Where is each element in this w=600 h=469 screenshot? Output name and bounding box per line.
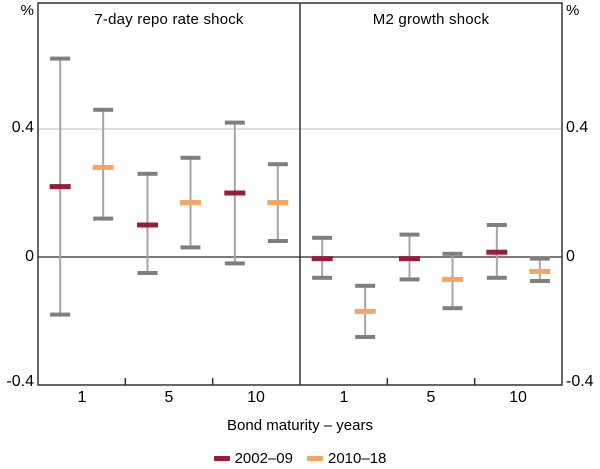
whisker-cap-hi xyxy=(442,251,463,256)
whisker-cap-hi xyxy=(224,120,245,125)
whisker-cap-lo xyxy=(93,216,114,221)
x-tick-left-5: 5 xyxy=(164,389,174,406)
whisker-cap-lo xyxy=(224,261,245,266)
y-axis-unit-right: % xyxy=(566,2,580,19)
point-estimate-marker xyxy=(92,164,114,170)
x-tick-right-10: 10 xyxy=(509,389,527,406)
whisker-cap-hi xyxy=(267,162,288,167)
point-estimate-marker xyxy=(137,222,158,228)
legend-label-2010-18: 2010–18 xyxy=(328,450,387,467)
whisker-cap-hi xyxy=(50,56,71,61)
whisker-cap-lo xyxy=(486,275,507,280)
point-estimate-marker xyxy=(267,200,289,206)
point-estimate-marker xyxy=(354,308,376,314)
legend: 2002–09 2010–18 xyxy=(0,450,600,467)
point-estimate-marker xyxy=(486,249,508,255)
point-estimate-marker xyxy=(311,256,333,262)
whisker-cap-lo xyxy=(267,239,288,243)
whisker-cap-hi xyxy=(486,223,507,227)
whisker-cap-lo xyxy=(355,335,376,339)
whisker-cap-hi xyxy=(399,232,420,237)
point-estimate-marker xyxy=(180,200,201,206)
y-axis-unit-left: % xyxy=(20,2,34,19)
legend-item-2002-09: 2002–09 xyxy=(213,450,293,467)
panel-title-m2-shock: M2 growth shock xyxy=(372,11,490,28)
y-tick-left-neg0.4: -0.4 xyxy=(6,373,34,390)
point-estimate-marker xyxy=(529,268,551,274)
whisker-cap-lo xyxy=(180,245,201,250)
whisker-cap-lo xyxy=(442,306,463,311)
x-tick-left-10: 10 xyxy=(247,389,265,406)
whisker-cap-lo xyxy=(529,279,550,283)
panel-title-repo-shock: 7-day repo rate shock xyxy=(94,11,244,28)
x-axis-title: Bond maturity – years xyxy=(227,417,373,434)
x-tick-right-5: 5 xyxy=(426,389,436,406)
legend-label-2002-09: 2002–09 xyxy=(234,450,293,467)
point-estimate-marker xyxy=(224,190,246,196)
whisker-cap-lo xyxy=(399,277,420,282)
y-tick-right-0: 0 xyxy=(566,248,575,265)
whisker-cap-hi xyxy=(529,256,550,261)
whisker-cap-lo xyxy=(137,271,158,275)
point-estimate-marker xyxy=(442,276,463,282)
x-tick-right-1: 1 xyxy=(339,389,349,406)
point-estimate-marker xyxy=(49,184,71,190)
legend-swatch-2002-09 xyxy=(213,456,230,461)
whisker-cap-hi xyxy=(180,155,201,160)
y-tick-right-neg0.4: -0.4 xyxy=(566,373,594,390)
y-tick-right-0.4: 0.4 xyxy=(566,119,589,136)
whisker-cap-hi xyxy=(355,283,376,288)
whisker-cap-hi xyxy=(137,171,158,176)
whisker-cap-lo xyxy=(50,312,71,317)
whisker-cap-hi xyxy=(312,235,333,240)
legend-swatch-2010-18 xyxy=(307,456,323,461)
y-tick-left-0: 0 xyxy=(25,248,34,265)
whisker-cap-hi xyxy=(93,107,114,112)
legend-item-2010-18: 2010–18 xyxy=(307,450,386,467)
y-tick-left-0.4: 0.4 xyxy=(11,119,34,136)
point-estimate-marker xyxy=(399,256,420,262)
whisker-cap-lo xyxy=(312,275,333,280)
x-tick-left-1: 1 xyxy=(77,389,87,406)
